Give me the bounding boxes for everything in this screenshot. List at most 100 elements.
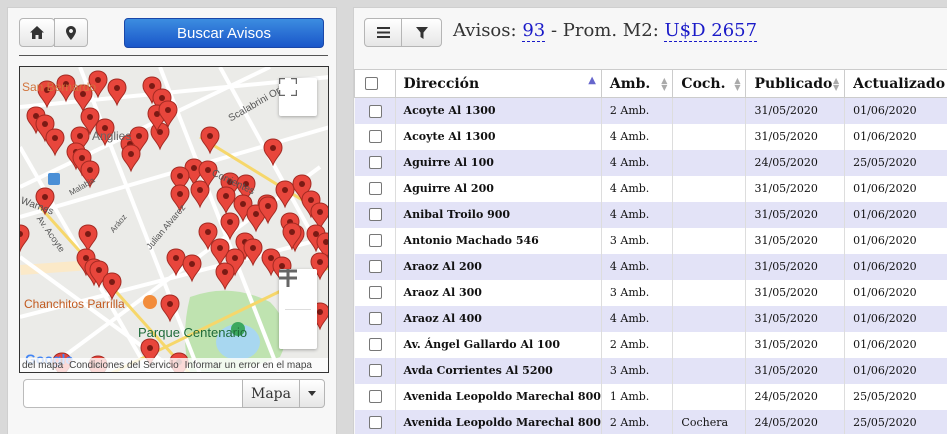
listing-pin[interactable] (160, 294, 180, 323)
listing-pin[interactable] (140, 338, 160, 367)
listing-pin[interactable] (88, 70, 108, 99)
column-header-publicado[interactable]: Publicado ▲ ▼ (745, 69, 846, 98)
row-checkbox[interactable] (368, 364, 382, 378)
listing-pin[interactable] (216, 186, 236, 215)
fullscreen-button[interactable] (279, 78, 317, 116)
listing-pin[interactable] (129, 126, 149, 155)
listing-pin[interactable] (121, 144, 141, 173)
cell-direccion[interactable]: Araoz Al 300 (395, 279, 602, 306)
row-checkbox[interactable] (368, 208, 382, 222)
listing-pin[interactable] (198, 160, 218, 189)
listing-pin[interactable] (107, 78, 127, 107)
row-checkbox[interactable] (368, 104, 382, 118)
table-row[interactable]: Acoyte Al 1300 4 Amb. 31/05/2020 01/06/2020 (354, 123, 947, 150)
cell-direccion[interactable]: Acoyte Al 1300 (395, 123, 602, 150)
listing-pin[interactable] (73, 84, 93, 113)
table-row[interactable]: Avda Corrientes Al 5200 3 Amb. 31/05/2020 0… (354, 357, 947, 384)
listing-pin[interactable] (37, 80, 57, 109)
prom-value[interactable]: U$D 2657 (664, 20, 758, 42)
listing-pin[interactable] (236, 174, 256, 203)
cell-direccion[interactable]: Avenida Leopoldo Marechal 800 (395, 383, 602, 410)
select-all-checkbox[interactable] (365, 77, 378, 90)
row-checkbox[interactable] (368, 182, 382, 196)
listing-pin[interactable] (292, 174, 312, 203)
cell-direccion[interactable]: Aguirre Al 200 (395, 175, 602, 202)
table-row[interactable]: Aguirre Al 200 4 Amb. 31/05/2020 01/06/2020 (354, 175, 947, 202)
location-button[interactable] (54, 18, 88, 47)
listing-pin[interactable] (158, 100, 178, 129)
cell-direccion[interactable]: Araoz Al 400 (395, 305, 602, 332)
listing-pin[interactable] (182, 254, 202, 283)
map-view-dropdown-toggle[interactable] (299, 379, 325, 408)
row-checkbox[interactable] (368, 338, 382, 352)
table-row[interactable]: Antonio Machado 546 3 Amb. 31/05/2020 01/06… (354, 227, 947, 254)
listing-pin[interactable] (35, 114, 55, 143)
listing-pin[interactable] (95, 118, 115, 147)
avisos-count[interactable]: 93 (522, 20, 546, 42)
filter-button[interactable] (401, 18, 442, 47)
listing-pin[interactable] (258, 196, 278, 225)
listing-pin[interactable] (220, 212, 240, 241)
row-checkbox[interactable] (368, 286, 382, 300)
row-checkbox[interactable] (368, 390, 382, 404)
listing-pin[interactable] (225, 248, 245, 277)
listing-pin[interactable] (263, 138, 283, 167)
report-error-link[interactable]: Informar un error en el mapa (184, 359, 312, 371)
cell-direccion[interactable]: Acoyte Al 1300 (395, 97, 602, 124)
listing-pin[interactable] (190, 180, 210, 209)
listing-pin[interactable] (310, 202, 329, 231)
column-header-coch[interactable]: Coch. ▲ ▼ (672, 69, 747, 98)
row-checkbox[interactable] (368, 312, 382, 326)
listing-pin[interactable] (56, 74, 76, 103)
column-header-actualizado[interactable]: Actualizado (844, 69, 947, 98)
home-button[interactable] (19, 18, 55, 47)
table-row[interactable]: Avenida Leopoldo Marechal 800 1 Amb. 24/05… (354, 383, 947, 410)
listing-pin[interactable] (170, 166, 190, 195)
listing-pin[interactable] (215, 262, 235, 291)
row-checkbox[interactable] (368, 130, 382, 144)
cell-direccion[interactable]: Avda Corrientes Al 5200 (395, 357, 602, 384)
cell-direccion[interactable]: Aguirre Al 100 (395, 149, 602, 176)
column-header-direccion[interactable]: Dirección ▲ (394, 69, 602, 98)
listing-pin[interactable] (20, 224, 30, 253)
table-row[interactable]: Av. Ángel Gallardo Al 100 2 Amb. 31/05/202… (354, 331, 947, 358)
column-header-amb[interactable]: Amb. ▲ ▼ (600, 69, 674, 98)
listing-pin[interactable] (200, 126, 220, 155)
listing-pin[interactable] (310, 252, 329, 281)
cell-direccion[interactable]: Avenida Leopoldo Marechal 800 (395, 409, 602, 434)
listing-pin[interactable] (198, 222, 218, 251)
cell-direccion[interactable]: Araoz Al 200 (395, 253, 602, 280)
row-checkbox[interactable] (368, 416, 382, 430)
map[interactable]: San Bernardo Malabia Anglies Scalabrini … (19, 66, 329, 373)
listing-pin[interactable] (70, 126, 90, 155)
table-row[interactable]: Aguirre Al 100 4 Amb. 24/05/2020 25/05/2020 (354, 149, 947, 176)
listing-pin[interactable] (45, 128, 65, 157)
filter-input[interactable] (23, 379, 243, 408)
terms-link[interactable]: Condiciones del Servicio (69, 359, 179, 371)
map-data-link[interactable]: del mapa (22, 359, 64, 371)
cell-direccion[interactable]: Av. Ángel Gallardo Al 100 (395, 331, 602, 358)
zoom-out-button[interactable] (279, 269, 317, 349)
listing-pin[interactable] (275, 180, 295, 209)
row-checkbox[interactable] (368, 260, 382, 274)
search-listings-button[interactable]: Buscar Avisos (124, 18, 324, 48)
table-row[interactable]: Araoz Al 200 4 Amb. 31/05/2020 01/06/2020 (354, 253, 947, 280)
cell-direccion[interactable]: Antonio Machado 546 (395, 227, 602, 254)
cell-direccion[interactable]: Anibal Troilo 900 (395, 201, 602, 228)
map-view-button[interactable]: Mapa (242, 379, 300, 408)
listing-pin[interactable] (243, 238, 263, 267)
table-row[interactable]: Avenida Leopoldo Marechal 800 2 Amb. Coche… (354, 409, 947, 434)
table-row[interactable]: Acoyte Al 1300 2 Amb. 31/05/2020 01/06/2020 (354, 97, 947, 124)
menu-button[interactable] (364, 18, 402, 47)
zoom-in-button[interactable] (279, 269, 317, 309)
table-row[interactable]: Araoz Al 400 4 Amb. 31/05/2020 01/06/2020 (354, 305, 947, 332)
listing-pin[interactable] (80, 160, 100, 189)
listing-pin[interactable] (78, 224, 98, 253)
row-checkbox[interactable] (368, 156, 382, 170)
row-checkbox[interactable] (368, 234, 382, 248)
table-row[interactable]: Araoz Al 300 3 Amb. 31/05/2020 01/06/2020 (354, 279, 947, 306)
listing-pin[interactable] (170, 184, 190, 213)
listing-pin[interactable] (35, 187, 55, 216)
table-row[interactable]: Anibal Troilo 900 4 Amb. 31/05/2020 01/06/2… (354, 201, 947, 228)
listing-pin[interactable] (282, 222, 302, 251)
